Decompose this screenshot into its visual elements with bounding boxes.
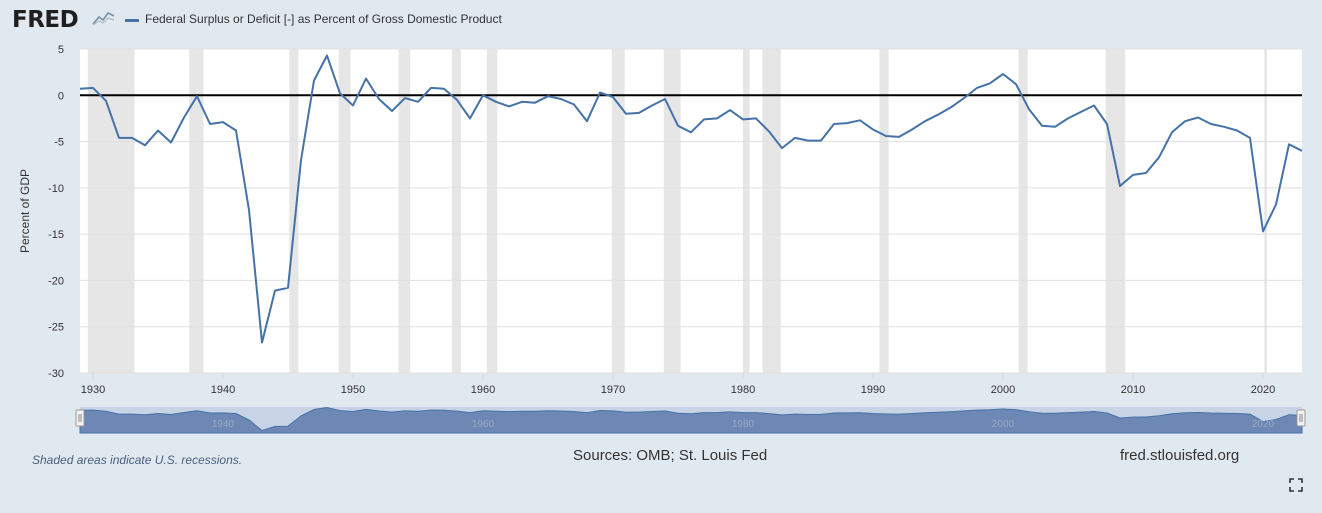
navigator-handle-left[interactable] [75,409,85,427]
x-tick-label: 1970 [601,384,625,396]
x-tick-label: 2010 [1121,384,1145,396]
y-tick-label: 0 [58,90,64,102]
series-line[interactable] [79,54,1303,344]
recession-band [743,49,750,373]
y-tick-label: -30 [48,368,64,380]
recession-band [663,49,681,373]
recession-band [398,49,411,373]
navigator-tick-label: 1980 [732,419,755,430]
y-tick-label: -20 [48,275,64,287]
recession-band [189,49,204,373]
chart-header: FRED Federal Surplus or Deficit [-] as P… [0,0,1322,40]
recession-band [1105,49,1126,373]
x-tick-label: 1960 [471,384,495,396]
navigator-tick-label: 1940 [212,419,235,430]
fullscreen-icon[interactable] [1289,478,1303,492]
fred-logo[interactable]: FRED [12,7,79,33]
recession-band [1264,49,1267,373]
x-tick-label: 1950 [341,384,365,396]
plot-background [80,49,1302,373]
recession-band [87,49,135,373]
navigator-handle-right[interactable] [1296,409,1306,427]
recession-band [1018,49,1028,373]
x-tick-label: 1940 [211,384,235,396]
navigator-tick-label: 2020 [1252,419,1275,430]
x-tick-label: 2020 [1251,384,1275,396]
recession-note: Shaded areas indicate U.S. recessions. [32,453,243,467]
y-tick-label: -10 [48,183,64,195]
navigator[interactable]: 1940 1960 1980 2000 2020 [75,406,1306,434]
x-tick-label: 2000 [991,384,1015,396]
navigator-tick-label: 1960 [472,419,495,430]
logo-chart-icon [92,11,115,26]
fred-url[interactable]: fred.stlouisfed.org [1120,447,1240,464]
navigator-tick-label: 2000 [992,419,1015,430]
recession-shading [87,49,1267,373]
x-tick-label: 1930 [81,384,105,396]
y-tick-label: -5 [54,137,64,149]
recession-band [762,49,781,373]
legend-label: Federal Surplus or Deficit [-] as Percen… [145,12,502,26]
x-tick-label: 1980 [731,384,755,396]
x-axis-ticks: 1930 1940 1950 1960 1970 1980 1990 2000 2010 2020 [81,373,1275,396]
recession-band [451,49,461,373]
y-axis-label: Percent of GDP [18,169,32,253]
y-tick-label: -25 [48,322,64,334]
y-tick-label: 5 [58,44,64,56]
y-axis-ticks: 5 0 -5 -10 -15 -20 -25 -30 [48,44,64,380]
navigator-ticks: 1940 1960 1980 2000 2020 [212,419,1275,430]
sources-text: Sources: OMB; St. Louis Fed [573,447,768,464]
recession-band [879,49,889,373]
x-tick-label: 1990 [861,384,885,396]
y-tick-label: -15 [48,229,64,241]
navigator-area [79,406,1303,434]
chart: 5 0 -5 -10 -15 -20 -25 -30 1930 1940 1950 1960 1970… [18,44,1306,434]
recession-band [289,49,299,373]
recession-band [338,49,351,373]
recession-band [486,49,498,373]
legend-swatch [125,19,139,22]
recession-band [611,49,625,373]
